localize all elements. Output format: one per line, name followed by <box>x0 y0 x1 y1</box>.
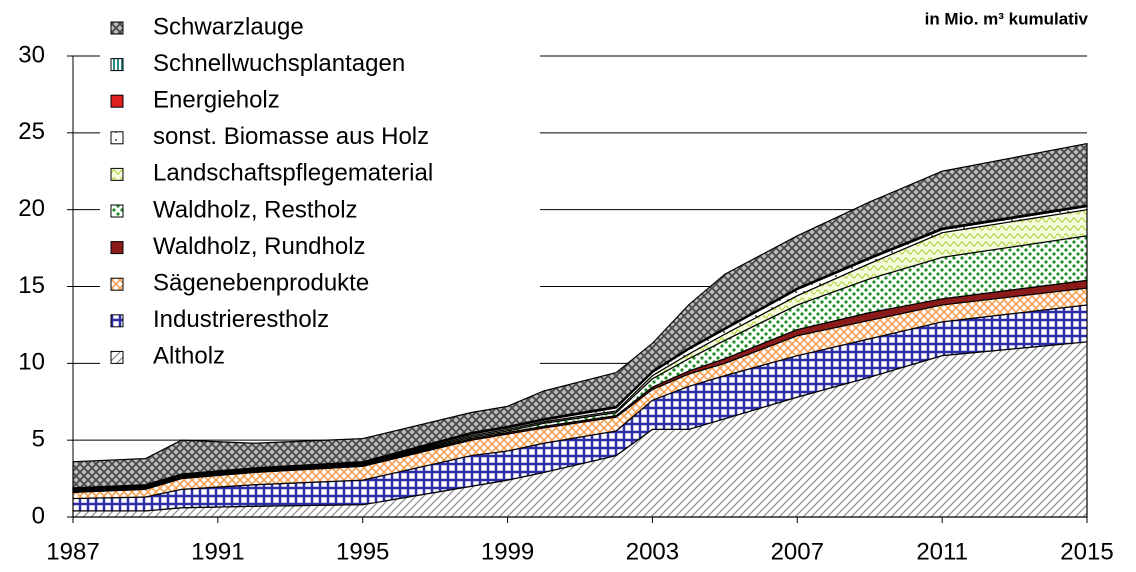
legend-swatch <box>110 131 124 145</box>
legend-swatch <box>110 350 124 364</box>
legend-swatch <box>110 58 124 72</box>
x-tick-label: 1999 <box>481 538 534 565</box>
y-tick-label: 15 <box>18 272 45 299</box>
legend-label: Waldholz, Rundholz <box>153 233 366 260</box>
y-tick-label: 30 <box>18 41 45 68</box>
x-tick-label: 2007 <box>771 538 824 565</box>
y-tick-label: 0 <box>32 502 45 529</box>
x-tick-label: 2011 <box>916 538 968 565</box>
x-tick-label: 1987 <box>46 538 99 565</box>
legend-swatch <box>110 314 124 328</box>
legend-label: Schwarzlauge <box>153 13 304 40</box>
legend-label: sonst. Biomasse aus Holz <box>153 123 429 150</box>
y-tick-label: 10 <box>18 349 45 376</box>
x-tick-label: 2003 <box>626 538 679 565</box>
legend-swatch <box>110 241 124 255</box>
chart-subtitle: in Mio. m³ kumulativ <box>925 9 1089 28</box>
legend-label: Landschaftspflegematerial <box>153 160 433 187</box>
legend-box <box>100 4 540 374</box>
legend-label: Industrierestholz <box>153 306 329 333</box>
legend-swatch <box>110 204 124 218</box>
area <box>72 142 1088 489</box>
legend-swatch <box>110 21 124 35</box>
legend-swatch <box>110 94 124 108</box>
legend-swatch <box>110 167 124 181</box>
x-tick-label: 1995 <box>336 538 389 565</box>
x-tick-label: 2015 <box>1060 538 1113 565</box>
y-tick-label: 20 <box>18 195 45 222</box>
legend-swatch <box>110 277 124 291</box>
legend-label: Altholz <box>153 343 225 370</box>
legend-label: Sägenebenprodukte <box>153 270 369 297</box>
x-tick-label: 1991 <box>191 538 244 565</box>
legend-label: Waldholz, Restholz <box>153 196 358 223</box>
y-tick-label: 25 <box>18 118 45 145</box>
legend-label: Energieholz <box>153 87 280 114</box>
y-tick-label: 5 <box>32 426 45 453</box>
legend-label: Schnellwuchsplantagen <box>153 50 405 77</box>
